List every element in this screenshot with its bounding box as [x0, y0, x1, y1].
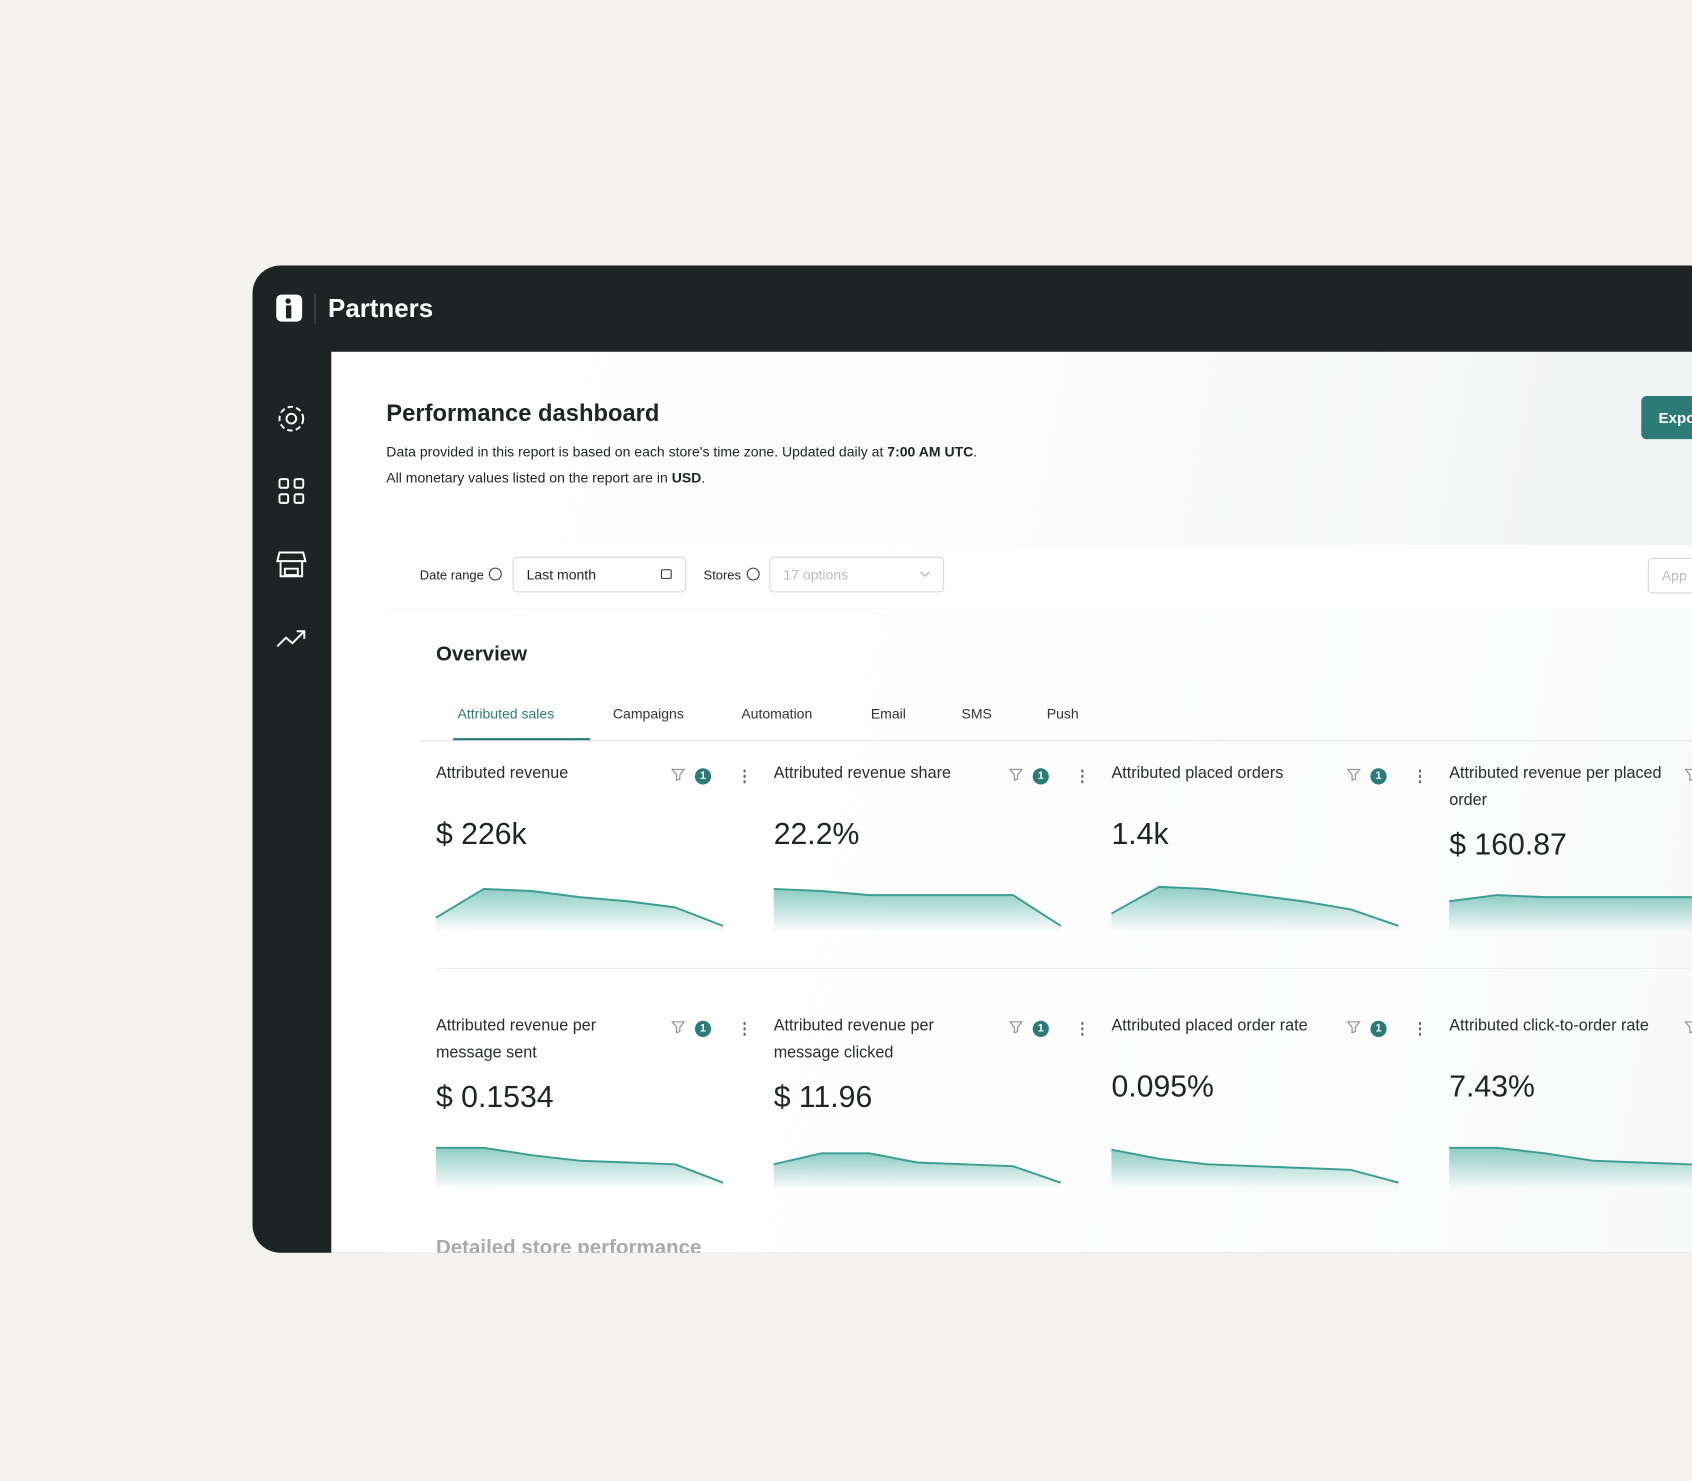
- tab-underline: [453, 738, 591, 741]
- badge: 1: [1032, 768, 1049, 785]
- text: Data provided in this report is based on…: [386, 443, 888, 460]
- text: USD: [671, 469, 702, 486]
- sparkline-area: [1449, 895, 1692, 933]
- date-label: Date range: [419, 567, 484, 583]
- sparkline-area: [1449, 1147, 1692, 1190]
- badge: 1: [1370, 768, 1387, 785]
- tab[interactable]: SMS: [961, 705, 992, 722]
- card-value: 7.43%: [1449, 1069, 1535, 1103]
- filter-icon: [1684, 768, 1692, 781]
- sidebar-icons: [276, 405, 307, 648]
- text: .: [973, 443, 978, 460]
- section-title: Detailed store performance: [435, 1236, 702, 1253]
- card-value: 1.4k: [1111, 816, 1169, 851]
- sparkline: [435, 887, 724, 927]
- tab-border: [419, 740, 1692, 742]
- apply-button[interactable]: App: [1647, 557, 1692, 594]
- row-divider: [435, 967, 1692, 970]
- text: All monetary values listed on the report…: [386, 469, 672, 486]
- filter-icon: [1008, 768, 1024, 781]
- sparkline-area: [435, 888, 723, 933]
- sparkline-area: [435, 1147, 723, 1190]
- overview-title: Overview: [435, 643, 528, 666]
- filter-icon: [671, 768, 686, 781]
- sparklines: [435, 768, 1692, 1190]
- sparkline-area: [1111, 886, 1399, 933]
- tab[interactable]: Push: [1046, 705, 1079, 722]
- tab[interactable]: Campaigns: [612, 705, 684, 722]
- sparkline-area: [773, 888, 1061, 933]
- tab[interactable]: Automation: [741, 705, 813, 722]
- card-title: Attributed revenue per message clicked: [773, 1016, 934, 1062]
- filter-icons: [488, 567, 930, 581]
- badge: 1: [1032, 1020, 1049, 1037]
- filter-icon: [1346, 1021, 1361, 1034]
- sparkline: [773, 1152, 1062, 1184]
- sparkline: [1449, 894, 1692, 903]
- text: .: [701, 469, 706, 486]
- badge: 1: [694, 768, 712, 785]
- sparkline: [435, 1146, 724, 1184]
- card-title: Attributed revenue per message sent: [435, 1016, 597, 1062]
- sparkline: [1110, 885, 1399, 927]
- description: All monetary values listed on the report…: [386, 469, 705, 485]
- description: Data provided in this report is based on…: [386, 444, 977, 460]
- badge: 1: [1370, 1020, 1387, 1037]
- app-name: Partners: [328, 294, 434, 324]
- stores-select[interactable]: 17 options: [769, 556, 945, 593]
- sparkline: [1111, 1148, 1399, 1184]
- text: 7:00 AM UTC: [887, 443, 974, 460]
- card-title: Attributed placed orders: [1111, 763, 1284, 783]
- export-button[interactable]: Expo: [1641, 396, 1692, 440]
- sparkline: [773, 887, 1062, 927]
- filter-icon: [1346, 768, 1361, 781]
- content: Performance dashboard Data provided in t…: [331, 351, 1692, 1253]
- stores-label: Stores: [703, 567, 741, 583]
- filter-icon: [1008, 1021, 1024, 1034]
- page-title: Performance dashboard: [386, 399, 660, 427]
- filter-icon: [671, 1021, 686, 1034]
- card-title: Attributed revenue share: [773, 763, 951, 783]
- card-title: Attributed click-to-order rate: [1449, 1016, 1649, 1035]
- sparkline-area: [773, 1153, 1061, 1190]
- badge: 1: [694, 1020, 712, 1037]
- sparkline-area: [1111, 1149, 1399, 1190]
- card-title: Attributed revenue per placed order: [1449, 763, 1662, 810]
- card-value: $ 0.1534: [435, 1080, 554, 1114]
- date-input[interactable]: Last month: [512, 556, 687, 593]
- card-title: Attributed placed order rate: [1111, 1016, 1308, 1035]
- card-value: $ 160.87: [1449, 827, 1567, 862]
- sparkline: [1449, 1146, 1692, 1166]
- card-value: $ 11.96: [773, 1080, 873, 1114]
- card-title: Attributed revenue: [435, 763, 569, 783]
- card-value: 0.095%: [1111, 1069, 1214, 1103]
- filter-icon: [1684, 1021, 1692, 1034]
- tab[interactable]: Attributed sales: [457, 705, 555, 722]
- card-value: $ 226k: [435, 816, 527, 851]
- card-value: 22.2%: [773, 816, 860, 851]
- chrome-icons: [276, 293, 316, 648]
- tab[interactable]: Email: [870, 705, 906, 722]
